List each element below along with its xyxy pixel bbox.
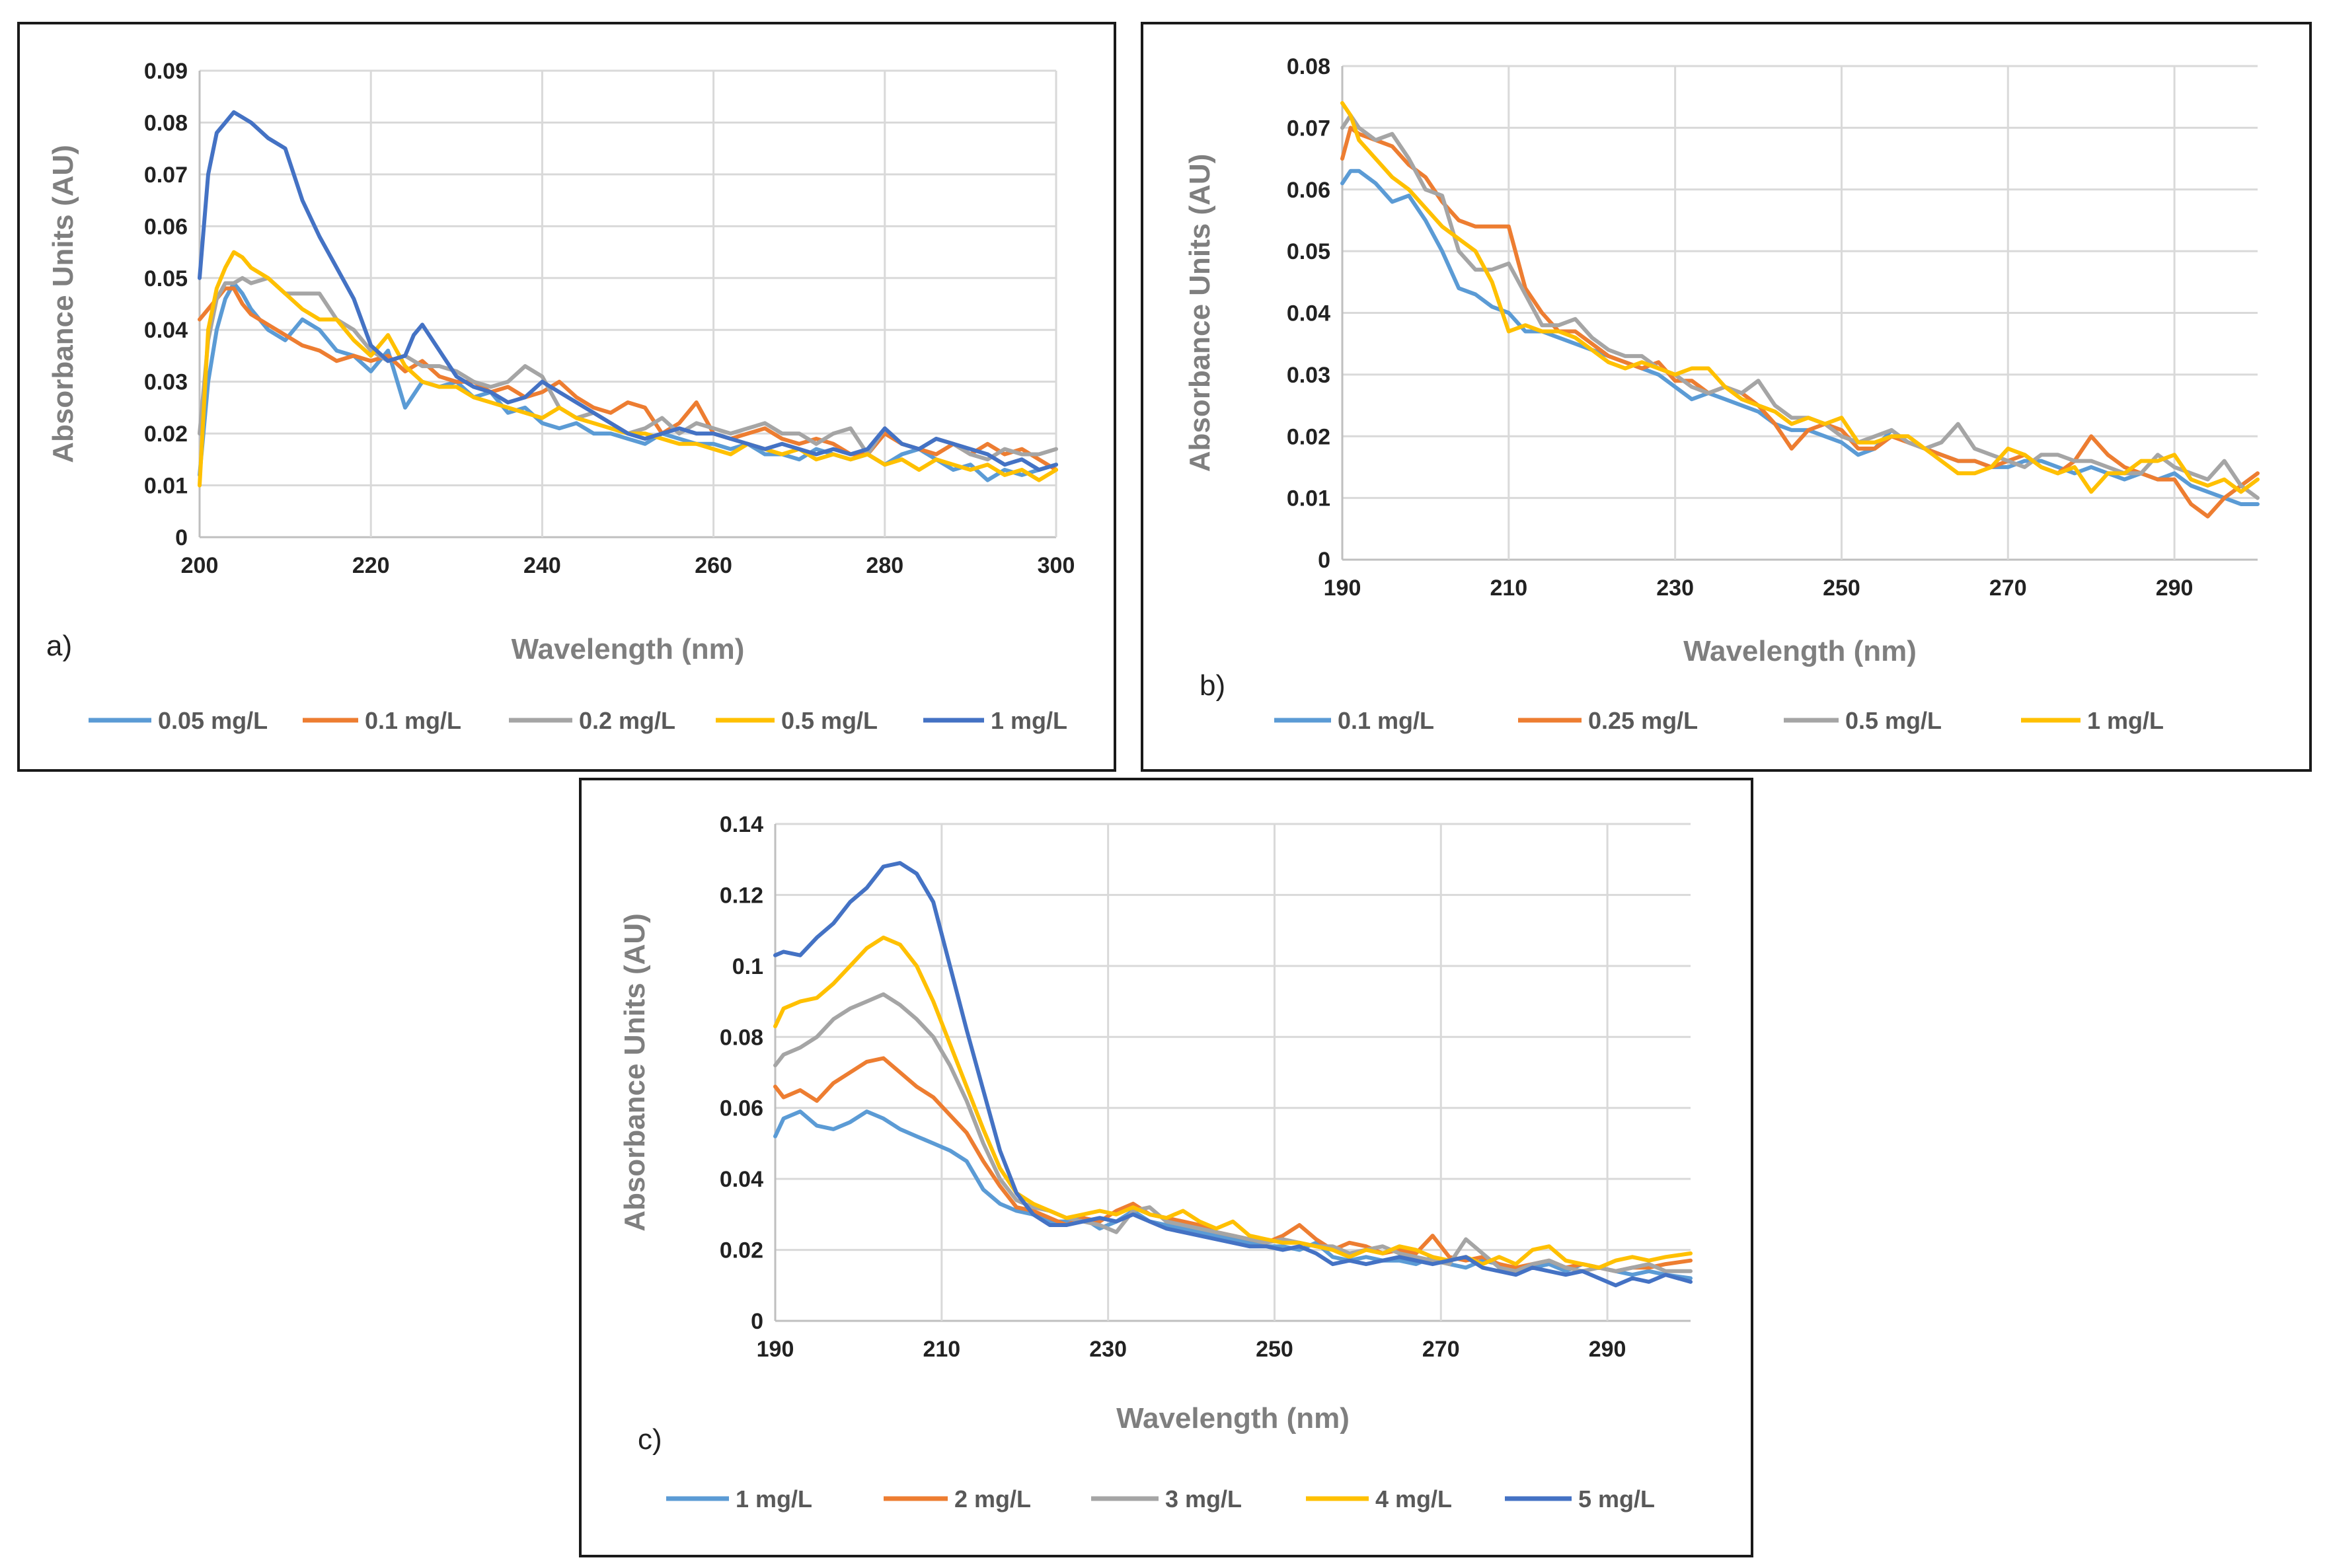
y-tick-label: 0.04 [720,1167,763,1192]
x-tick-label: 230 [1089,1337,1127,1362]
y-tick-label: 0 [175,525,188,550]
y-tick-label: 0.08 [720,1025,763,1050]
x-tick-label: 200 [181,553,219,578]
y-tick-label: 0.06 [1287,178,1330,203]
series-line-5 [773,861,1693,1288]
y-tick-label: 0.03 [144,370,188,395]
y-tick-label: 0.08 [144,110,188,135]
legend-label: 0.1 mg/L [1338,707,1434,734]
y-tick-label: 0.05 [144,266,188,291]
y-tick-label: 0.01 [144,474,188,499]
series-line-2 [1340,126,2260,519]
y-tick-label: 0.12 [720,883,763,908]
series-line-1 [773,1109,1693,1281]
x-tick-label: 270 [1422,1337,1460,1362]
legend-label: 3 mg/L [1165,1485,1242,1512]
y-tick-label: 0.02 [144,422,188,447]
series-line-4 [198,250,1058,488]
x-tick-label: 290 [2156,576,2194,601]
x-tick-label: 220 [352,553,390,578]
x-tick-label: 210 [1490,576,1527,601]
y-tick-label: 0.02 [1287,424,1330,449]
legend-label: 4 mg/L [1375,1485,1452,1512]
series-line-5 [198,110,1058,472]
series-line-1 [1340,168,2260,506]
chart-panel-a: 0 0.01 0.02 0.03 0.04 0.05 0.06 0.07 0.08 0.09 200… [17,22,1116,772]
series-line-4 [773,935,1693,1270]
series-line-1 [198,281,1058,482]
x-tick-label: 190 [1324,576,1361,601]
panel-label: c) [638,1423,662,1456]
x-axis-title: Wavelength (nm) [1116,1402,1350,1435]
legend-label: 2 mg/L [954,1485,1031,1512]
legend-label: 1 mg/L [991,707,1067,734]
x-tick-label: 240 [523,553,561,578]
y-axis-title: Absorbance Units (AU) [619,913,651,1232]
x-tick-label: 210 [923,1337,960,1362]
y-tick-label: 0.08 [1287,54,1330,79]
chart-c-plot: 0 0.02 0.04 0.06 0.08 0.1 0.12 0.14 190 210 230 250… [619,812,1693,1512]
chart-panel-b: 0 0.01 0.02 0.03 0.04 0.05 0.06 0.07 0.08 190 210 2… [1141,22,2312,772]
y-tick-label: 0 [751,1309,763,1334]
series-line-3 [773,992,1693,1273]
y-tick-label: 0.04 [144,318,188,343]
series-line-3 [1340,113,2260,500]
y-tick-label: 0.07 [144,163,188,188]
legend-label: 0.2 mg/L [579,707,675,734]
panel-label: a) [46,630,72,662]
legend-label: 1 mg/L [736,1485,812,1512]
x-tick-label: 230 [1656,576,1694,601]
y-tick-label: 0.03 [1287,363,1330,388]
x-tick-label: 270 [1989,576,2027,601]
legend-label: 0.5 mg/L [781,707,878,734]
legend-label: 0.1 mg/L [365,707,461,734]
legend-label: 5 mg/L [1578,1485,1655,1512]
y-tick-label: 0.14 [720,812,763,837]
y-tick-label: 0.01 [1287,486,1330,511]
x-tick-label: 280 [866,553,903,578]
panel-label: b) [1200,669,1225,702]
x-axis-title: Wavelength (nm) [512,633,745,665]
chart-b-plot: 0 0.01 0.02 0.03 0.04 0.05 0.06 0.07 0.08 190 210 2… [1184,54,2260,734]
y-tick-label: 0.09 [144,59,188,84]
x-tick-label: 250 [1823,576,1860,601]
series-line-4 [1340,101,2260,494]
legend-label: 0.5 mg/L [1845,707,1942,734]
y-axis-title: Absorbance Units (AU) [47,145,79,463]
y-axis-title: Absorbance Units (AU) [1184,154,1216,472]
legend-label: 0.25 mg/L [1588,707,1698,734]
y-tick-label: 0.02 [720,1238,763,1263]
y-tick-label: 0.05 [1287,239,1330,264]
x-axis-title: Wavelength (nm) [1683,635,1917,667]
x-tick-label: 300 [1038,553,1075,578]
x-tick-label: 190 [757,1337,794,1362]
legend-label: 1 mg/L [2087,707,2164,734]
x-tick-label: 290 [1589,1337,1626,1362]
legend-label: 0.05 mg/L [158,707,268,734]
x-tick-label: 250 [1256,1337,1293,1362]
y-tick-label: 0.06 [720,1096,763,1121]
y-tick-label: 0.04 [1287,301,1330,326]
y-tick-label: 0.07 [1287,116,1330,141]
y-tick-label: 0.06 [144,214,188,239]
y-tick-label: 0 [1318,548,1330,573]
y-tick-label: 0.1 [732,954,763,979]
chart-panel-c: 0 0.02 0.04 0.06 0.08 0.1 0.12 0.14 190 210 230 250… [579,778,1753,1557]
x-tick-label: 260 [695,553,732,578]
chart-a-plot: 0 0.01 0.02 0.03 0.04 0.05 0.06 0.07 0.08 0.09 200… [46,59,1075,734]
